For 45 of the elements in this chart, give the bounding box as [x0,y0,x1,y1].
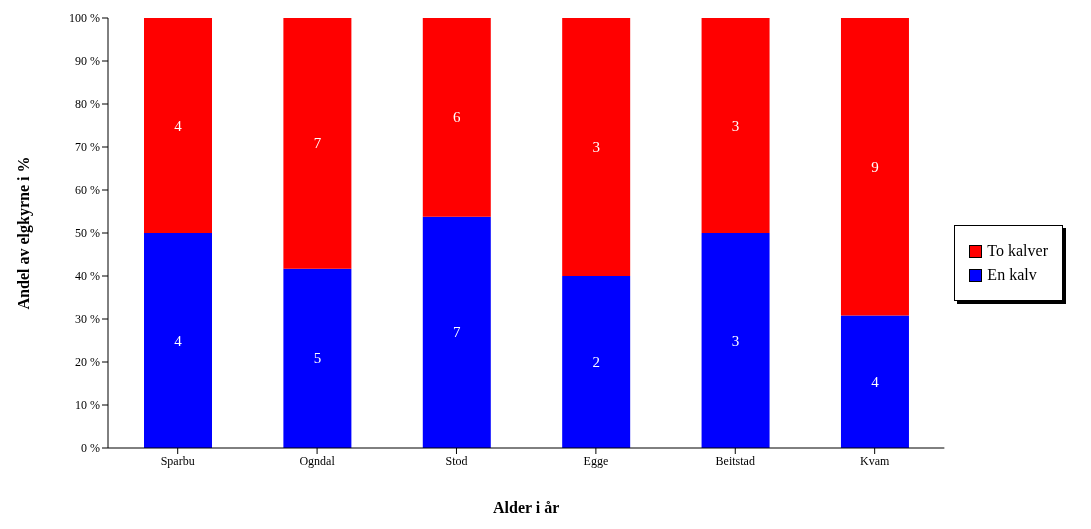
y-tick-label: 70 % [75,140,100,155]
y-tick-label: 100 % [69,11,100,26]
bar [144,233,212,448]
bar [422,216,491,448]
bar [701,18,770,233]
y-tick-label: 90 % [75,54,100,69]
bar [144,18,212,233]
annotation: 7 [453,324,462,341]
bar [840,315,909,448]
x-tick-label: Egge [583,453,609,468]
y-tick-label: 40 % [75,269,100,284]
x-tick-label: Beitstad [715,453,755,468]
y-tick-label: 80 % [75,97,100,112]
annotation: 3 [731,332,740,349]
y-tick-label: 50 % [75,226,100,241]
annotation: 7 [313,135,322,152]
x-tick-label: Kvam [860,453,890,468]
x-axis-title: Alder i år [493,499,560,516]
bar [422,18,491,217]
bar [562,18,631,276]
annotation: 4 [871,373,880,390]
y-tick-label: 20 % [75,355,100,370]
x-tick-label: Ogndal [299,453,336,468]
legend-label: En kalv [987,266,1037,284]
y-axis-title: Andel av elgkyrne i % [14,156,33,310]
annotation: 3 [592,139,600,155]
x-tick-label: Sparbu [160,453,195,468]
y-tick-label: 60 % [75,183,100,198]
bar [840,18,909,316]
annotation: 6 [453,109,462,126]
annotation: 3 [731,117,740,134]
legend-label: To kalver [987,242,1048,260]
annotation: 2 [592,354,600,370]
x-tick-label: Stod [445,453,468,468]
bar [283,18,352,269]
annotation: 4 [174,117,183,134]
annotation: 4 [174,332,183,349]
bar [283,268,352,448]
bar [701,233,770,448]
annotation: 9 [871,158,879,175]
y-tick-label: 30 % [75,312,100,327]
y-tick-label: 0 % [81,441,100,456]
y-tick-label: 10 % [75,398,100,413]
annotation: 5 [313,350,322,367]
bar [562,276,631,448]
